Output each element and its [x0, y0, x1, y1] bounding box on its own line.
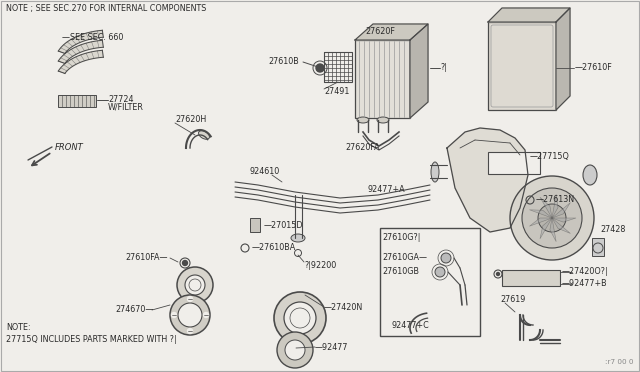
Polygon shape	[540, 197, 552, 218]
Circle shape	[497, 273, 499, 276]
Circle shape	[316, 64, 324, 72]
Circle shape	[204, 312, 209, 317]
Polygon shape	[529, 210, 552, 218]
Text: —27420N: —27420N	[324, 304, 364, 312]
Text: 27620H: 27620H	[175, 115, 206, 125]
Circle shape	[178, 303, 202, 327]
Circle shape	[538, 204, 566, 232]
Text: 92477+C: 92477+C	[392, 321, 429, 330]
Text: 27610G?|: 27610G?|	[382, 234, 420, 243]
Bar	[502, 270, 560, 286]
Bar	[488, 152, 540, 174]
Text: 27619: 27619	[500, 295, 525, 305]
Polygon shape	[529, 218, 552, 226]
Text: 27610GB: 27610GB	[382, 267, 419, 276]
Text: —92477: —92477	[315, 343, 349, 353]
Text: 27610B: 27610B	[268, 58, 299, 67]
Text: W/FILTER: W/FILTER	[108, 103, 144, 112]
Text: 27610GA—: 27610GA—	[382, 253, 427, 263]
Text: 27491: 27491	[324, 87, 349, 96]
Ellipse shape	[357, 117, 369, 123]
Polygon shape	[58, 50, 103, 73]
Text: 27715Q INCLUDES PARTS MARKED WITH ?|: 27715Q INCLUDES PARTS MARKED WITH ?|	[6, 336, 177, 344]
Text: —27015D: —27015D	[264, 221, 303, 230]
Text: —27610BA: —27610BA	[252, 244, 296, 253]
Circle shape	[185, 275, 205, 295]
Bar	[355, 40, 410, 118]
Text: FRONT: FRONT	[55, 144, 84, 153]
Text: NOTE ; SEE SEC.270 FOR INTERNAL COMPONENTS: NOTE ; SEE SEC.270 FOR INTERNAL COMPONEN…	[6, 4, 206, 13]
Text: NOTE:: NOTE:	[6, 324, 31, 333]
Circle shape	[522, 188, 582, 248]
Circle shape	[170, 295, 210, 335]
Polygon shape	[355, 24, 428, 40]
Polygon shape	[552, 218, 576, 222]
Ellipse shape	[291, 234, 305, 242]
Circle shape	[182, 260, 188, 266]
Text: ?|: ?|	[440, 64, 447, 73]
Text: 27620FA: 27620FA	[345, 144, 380, 153]
Text: 27610FA—: 27610FA—	[125, 253, 168, 263]
Text: —27715Q: —27715Q	[530, 153, 570, 161]
Circle shape	[172, 312, 177, 317]
Polygon shape	[552, 194, 558, 218]
Bar	[592, 238, 604, 256]
Bar	[324, 52, 352, 82]
Circle shape	[284, 302, 316, 334]
Text: 27620F: 27620F	[365, 28, 395, 36]
Ellipse shape	[431, 162, 439, 182]
Polygon shape	[552, 203, 570, 218]
Circle shape	[285, 340, 305, 360]
Circle shape	[277, 332, 313, 368]
Polygon shape	[556, 8, 570, 110]
Circle shape	[441, 253, 451, 263]
Ellipse shape	[583, 165, 597, 185]
Circle shape	[510, 176, 594, 260]
Circle shape	[188, 328, 193, 334]
Polygon shape	[447, 128, 528, 232]
Bar	[250, 218, 260, 232]
Text: —27610F: —27610F	[575, 64, 612, 73]
Text: :r7 00 0: :r7 00 0	[605, 359, 634, 365]
Circle shape	[188, 296, 193, 301]
Polygon shape	[58, 30, 103, 54]
Polygon shape	[410, 24, 428, 118]
Text: 27724: 27724	[108, 96, 134, 105]
Text: —27420O?|: —27420O?|	[562, 267, 609, 276]
Circle shape	[274, 292, 326, 344]
Text: —27613N: —27613N	[536, 196, 575, 205]
Text: ?|92200: ?|92200	[304, 260, 336, 269]
Ellipse shape	[377, 117, 389, 123]
Text: —92477+B: —92477+B	[562, 279, 607, 289]
Circle shape	[435, 267, 445, 277]
Text: 92477+A: 92477+A	[368, 186, 406, 195]
Text: —SEE SEC. 660: —SEE SEC. 660	[62, 33, 124, 42]
Polygon shape	[540, 218, 552, 239]
Ellipse shape	[198, 131, 209, 139]
Text: 924610: 924610	[250, 167, 280, 176]
Polygon shape	[550, 218, 556, 242]
Polygon shape	[552, 218, 570, 233]
Text: 274670—: 274670—	[115, 305, 154, 314]
Circle shape	[177, 267, 213, 303]
Bar	[58, 95, 96, 107]
Bar	[488, 22, 556, 110]
Text: 27428: 27428	[600, 225, 625, 234]
Polygon shape	[488, 8, 570, 22]
Polygon shape	[58, 40, 103, 64]
Bar	[380, 228, 480, 336]
